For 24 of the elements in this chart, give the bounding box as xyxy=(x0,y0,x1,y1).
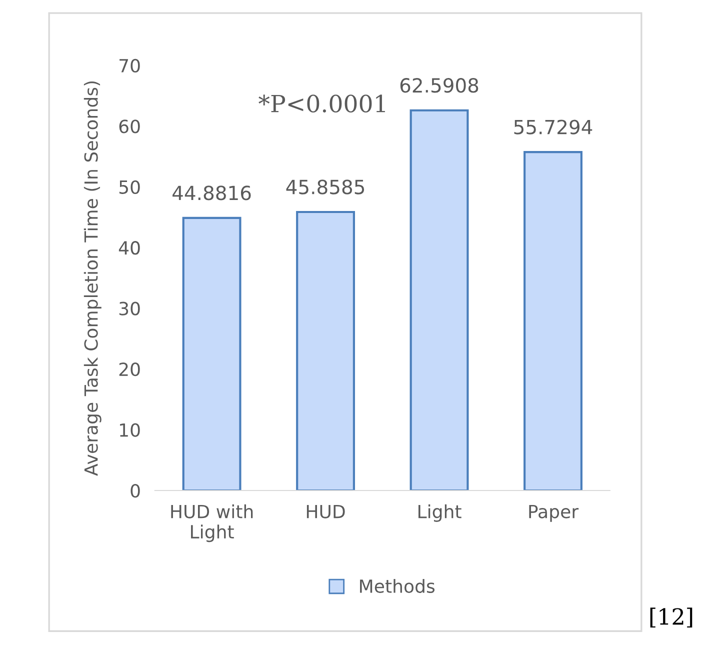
y-tick-label: 10 xyxy=(120,423,140,437)
y-tick-label: 60 xyxy=(119,120,140,134)
y-tick-label: 20 xyxy=(119,362,140,376)
y-tick-label: 30 xyxy=(119,302,140,316)
x-tick-label: Paper xyxy=(529,504,579,522)
annotation: *P<0.0001 xyxy=(258,94,385,112)
bar xyxy=(524,151,582,490)
data-label: 55.7294 xyxy=(514,120,592,134)
legend-label: Methods xyxy=(360,579,435,593)
data-label: 44.8816 xyxy=(172,186,251,200)
y-tick-label: 50 xyxy=(119,180,140,194)
x-tick-label: HUD with Light xyxy=(171,504,253,542)
x-tick-label: HUD xyxy=(306,504,345,518)
x-tick-label: Light xyxy=(418,504,462,522)
y-tick-label: 70 xyxy=(120,58,140,73)
data-label: 62.5908 xyxy=(400,78,478,93)
data-label: 45.8585 xyxy=(286,180,364,194)
text: [12] xyxy=(650,608,692,628)
y-axis-title: Average Task Completion Time (In Seconds) xyxy=(84,81,102,476)
y-tick-label: 0 xyxy=(130,484,140,498)
y-tick-label: 40 xyxy=(118,241,140,255)
bar xyxy=(182,216,242,490)
bar xyxy=(410,109,469,490)
bar xyxy=(296,210,356,490)
